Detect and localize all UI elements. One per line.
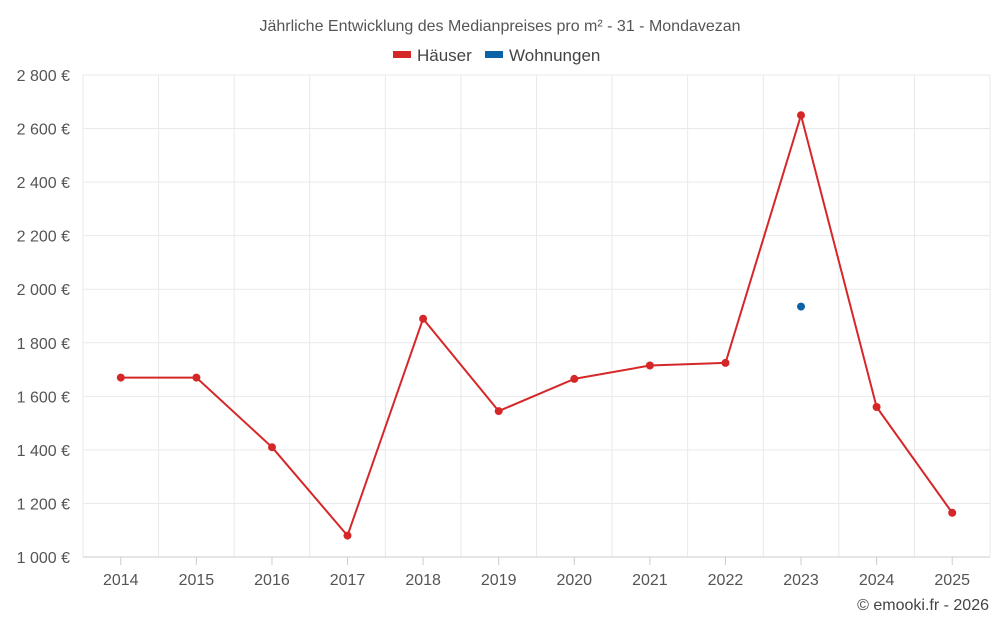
- data-point-haeuser-2016[interactable]: [268, 443, 276, 452]
- legend-label-haeuser[interactable]: Häuser: [417, 46, 472, 65]
- x-tick-label: 2015: [179, 572, 215, 589]
- x-tick-label: 2018: [405, 572, 441, 589]
- y-tick-label: 2 000 €: [17, 282, 70, 299]
- x-tick-label: 2024: [859, 572, 895, 589]
- x-tick-label: 2017: [330, 572, 366, 589]
- series-line-haeuser: [120, 114, 954, 537]
- y-tick-label: 2 400 €: [17, 175, 70, 192]
- y-tick-label: 1 200 €: [17, 496, 70, 513]
- x-tick-label: 2020: [556, 572, 592, 589]
- legend-swatch-haeuser: [393, 51, 411, 58]
- x-tick-label: 2019: [481, 572, 517, 589]
- data-point-haeuser-2024[interactable]: [872, 403, 881, 411]
- legend: Häuser Wohnungen: [393, 46, 600, 65]
- x-tick-label: 2022: [708, 572, 744, 589]
- y-tick-label: 1 000 €: [17, 550, 70, 567]
- x-tick-label: 2014: [103, 572, 139, 589]
- x-tick-label: 2025: [934, 572, 970, 589]
- y-tick-label: 1 600 €: [17, 389, 70, 406]
- data-point-haeuser-2018[interactable]: [419, 314, 428, 323]
- data-point-haeuser-2021[interactable]: [645, 361, 654, 370]
- chart-title: Jährliche Entwicklung des Medianpreises …: [259, 18, 740, 35]
- data-point-haeuser-2017[interactable]: [343, 531, 352, 540]
- grid: [82, 74, 991, 557]
- x-tick-label: 2016: [254, 572, 290, 589]
- legend-label-wohnungen[interactable]: Wohnungen: [509, 46, 600, 65]
- data-point-haeuser-2023[interactable]: [797, 111, 805, 120]
- x-tick-label: 2021: [632, 572, 668, 589]
- y-tick-label: 2 600 €: [17, 122, 70, 139]
- legend-swatch-wohnungen: [485, 51, 503, 58]
- y-tick-label: 1 400 €: [17, 443, 70, 460]
- credit-text: © emooki.fr - 2026: [857, 597, 989, 614]
- data-point-haeuser-2022[interactable]: [721, 358, 730, 367]
- data-point-haeuser-2025[interactable]: [948, 508, 957, 517]
- y-tick-label: 2 800 €: [17, 68, 70, 85]
- data-point-haeuser-2014[interactable]: [116, 373, 125, 382]
- y-tick-label: 1 800 €: [17, 336, 70, 353]
- axes: 1 000 € 1 200 € 1 400 € 1 600 € 1 800 € 2 000…: [17, 68, 990, 589]
- y-tick-label: 2 200 €: [17, 229, 70, 246]
- series: [116, 111, 957, 540]
- data-point-haeuser-2020[interactable]: [570, 374, 579, 383]
- data-point-haeuser-2015[interactable]: [192, 373, 201, 382]
- x-tick-label: 2023: [783, 572, 819, 589]
- data-point-haeuser-2019[interactable]: [494, 407, 503, 416]
- data-point-wohnungen-2023[interactable]: [797, 302, 805, 311]
